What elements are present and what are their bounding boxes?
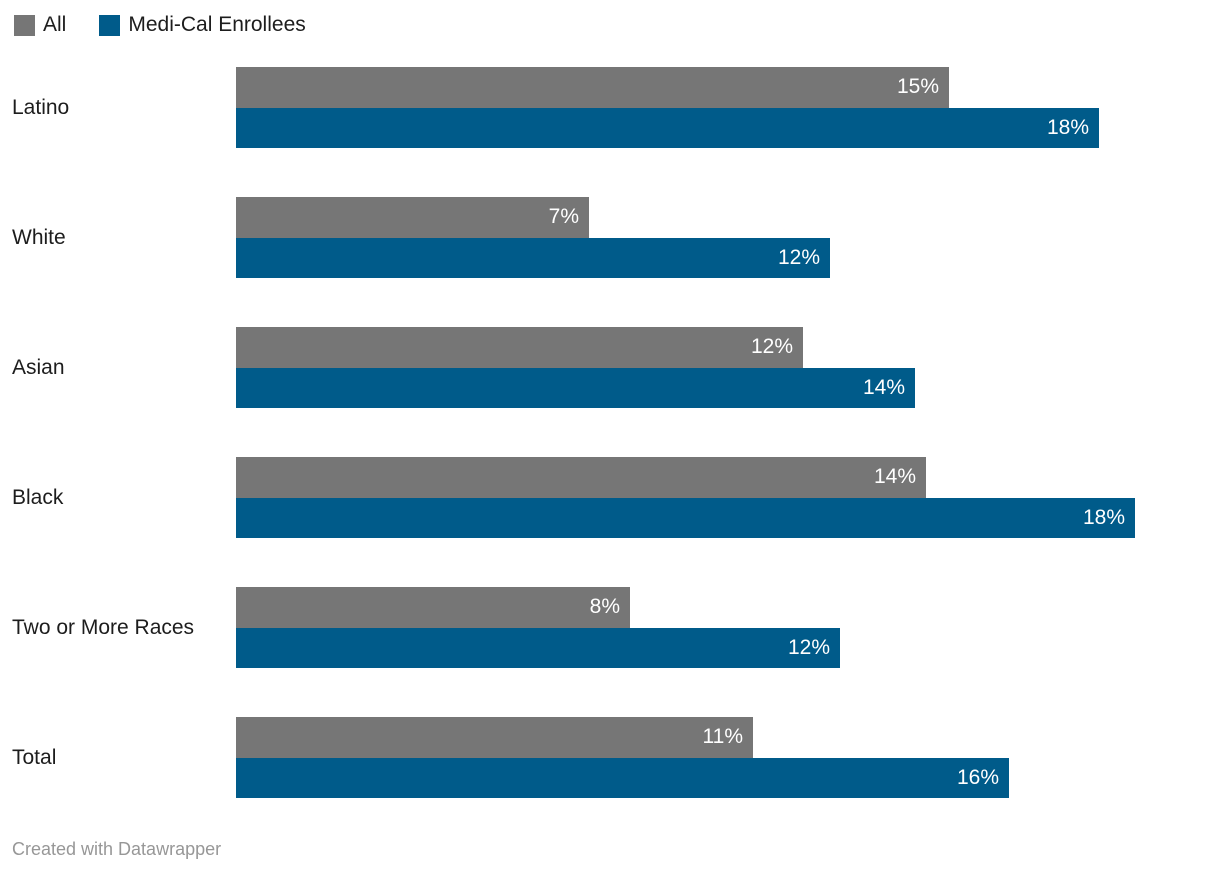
value-label: 18% <box>1046 115 1089 139</box>
datawrapper-attribution-link[interactable]: Created with Datawrapper <box>12 839 222 859</box>
row-two-or-more-races: Two or More Races 8% 12% <box>0 587 1220 668</box>
bar-rows: Latino 15% 18% White 7% 12% Asian 12% 14… <box>0 67 1220 847</box>
category-label: Latino <box>12 95 70 119</box>
value-label: 12% <box>777 245 820 269</box>
bar-medical-black: 18% <box>236 497 1135 538</box>
bar-all-two-or-more-races: 8% <box>236 587 630 628</box>
legend-swatch-medical-icon <box>99 14 121 36</box>
legend-label-all: All <box>43 13 67 36</box>
bar-medical-white: 12% <box>236 237 830 278</box>
value-label: 18% <box>1082 505 1125 529</box>
bar-medical-two-or-more-races: 12% <box>236 627 840 668</box>
row-white: White 7% 12% <box>0 197 1220 278</box>
category-label: Total <box>12 745 57 769</box>
row-total: Total 11% 16% <box>0 717 1220 798</box>
bar-all-latino: 15% <box>236 67 949 108</box>
legend-item-medical: Medi-Cal Enrollees <box>99 13 306 37</box>
category-label: Two or More Races <box>12 615 195 639</box>
value-label: 16% <box>956 765 999 789</box>
value-label: 11% <box>702 725 743 749</box>
bar-medical-latino: 18% <box>236 107 1099 148</box>
row-asian: Asian 12% 14% <box>0 327 1220 408</box>
legend-item-all: All <box>14 13 66 37</box>
bar-all-black: 14% <box>236 457 926 498</box>
value-label: 15% <box>896 75 939 99</box>
value-label: 12% <box>750 335 793 359</box>
bar-medical-total: 16% <box>236 757 1009 798</box>
row-black: Black 14% 18% <box>0 457 1220 538</box>
value-label: 14% <box>873 465 916 489</box>
category-label: Asian <box>12 355 65 379</box>
legend-label-medical: Medi-Cal Enrollees <box>128 13 306 36</box>
bar-all-white: 7% <box>236 197 589 238</box>
row-latino: Latino 15% 18% <box>0 67 1220 148</box>
value-label: 7% <box>548 205 579 229</box>
bar-medical-asian: 14% <box>236 367 915 408</box>
category-label: White <box>12 225 66 249</box>
legend-swatch-all-icon <box>14 14 35 36</box>
category-label: Black <box>12 485 64 509</box>
value-label: 8% <box>589 595 620 619</box>
bar-all-total: 11% <box>236 717 753 758</box>
bar-all-asian: 12% <box>236 327 803 368</box>
legend: All Medi-Cal Enrollees <box>14 13 306 37</box>
value-label: 14% <box>862 375 905 399</box>
value-label: 12% <box>787 635 830 659</box>
